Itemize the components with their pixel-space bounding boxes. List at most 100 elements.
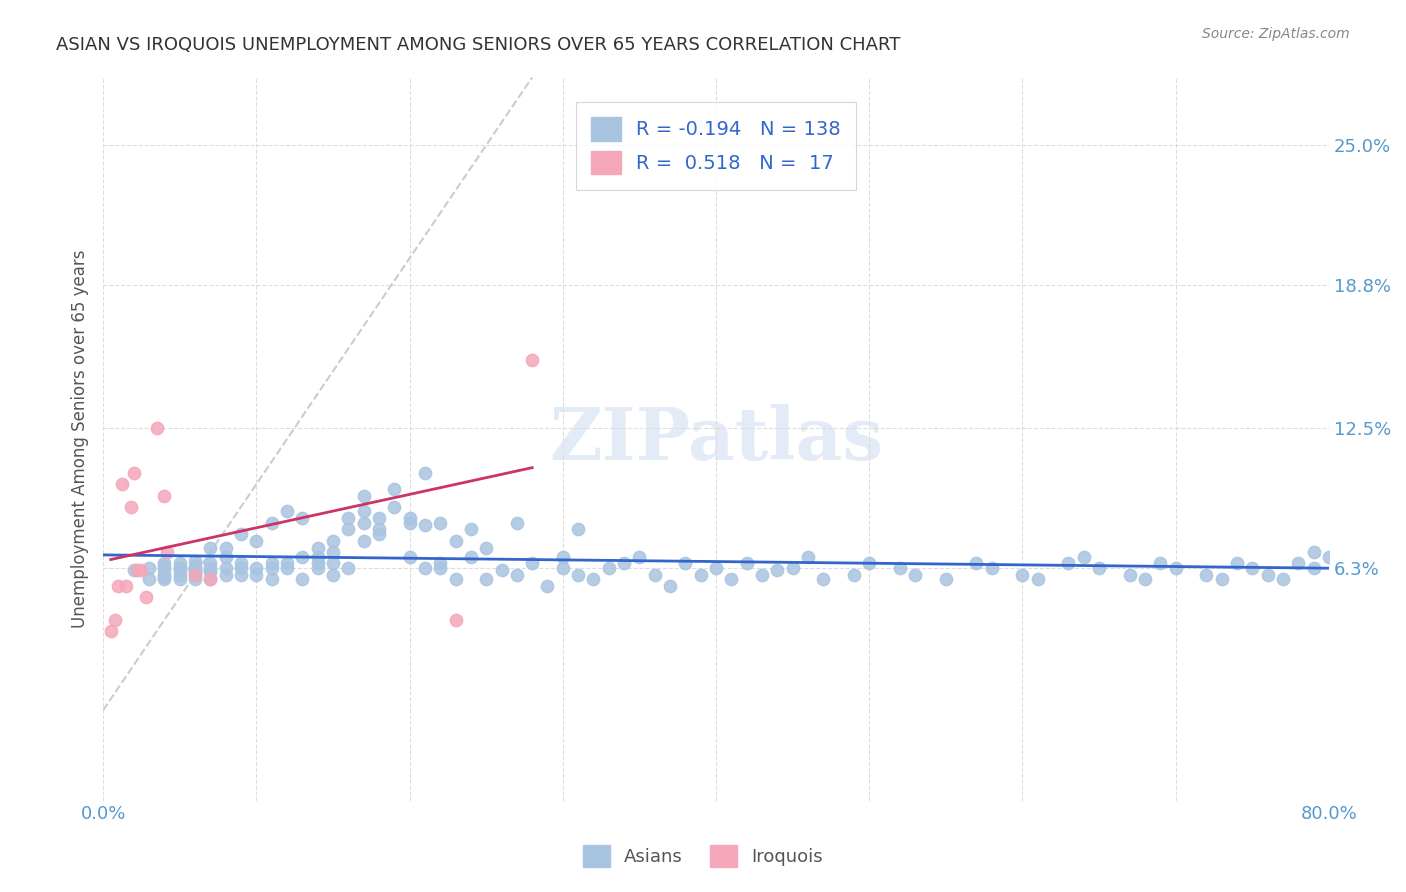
Point <box>276 557 298 571</box>
Point <box>551 549 574 564</box>
Point <box>200 566 222 580</box>
Point <box>1302 561 1324 575</box>
Point <box>720 572 742 586</box>
Point <box>644 567 666 582</box>
Point <box>145 421 167 435</box>
Point <box>551 561 574 575</box>
Point <box>413 466 436 480</box>
Point <box>673 557 696 571</box>
Point <box>520 353 543 368</box>
Point <box>1164 561 1187 575</box>
Point <box>751 567 773 582</box>
Point <box>200 563 222 577</box>
Point <box>245 567 267 582</box>
Point <box>429 557 451 571</box>
Point <box>229 557 252 571</box>
Point <box>613 557 636 571</box>
Point <box>382 482 405 496</box>
Point <box>110 477 132 491</box>
Point <box>413 561 436 575</box>
Point <box>200 561 222 575</box>
Point <box>169 561 191 575</box>
Point <box>429 561 451 575</box>
Point <box>184 563 207 577</box>
Point <box>184 566 207 580</box>
Point <box>398 516 420 530</box>
Point <box>598 561 620 575</box>
Point <box>353 516 375 530</box>
Point <box>200 541 222 555</box>
Point <box>536 579 558 593</box>
Point <box>245 533 267 548</box>
Point <box>382 500 405 514</box>
Point <box>368 523 391 537</box>
Point <box>1241 561 1264 575</box>
Point <box>337 523 360 537</box>
Point <box>659 579 682 593</box>
Point <box>689 567 711 582</box>
Point <box>582 572 605 586</box>
Point <box>1057 557 1080 571</box>
Point <box>307 541 329 555</box>
Point <box>858 557 880 571</box>
Point <box>368 511 391 525</box>
Point <box>184 561 207 575</box>
Point <box>156 545 179 559</box>
Point <box>353 489 375 503</box>
Point <box>153 572 176 586</box>
Y-axis label: Unemployment Among Seniors over 65 years: Unemployment Among Seniors over 65 years <box>72 250 89 628</box>
Point <box>1149 557 1171 571</box>
Point <box>276 504 298 518</box>
Point <box>153 557 176 571</box>
Point <box>889 561 911 575</box>
Point <box>353 504 375 518</box>
Point <box>337 511 360 525</box>
Text: Source: ZipAtlas.com: Source: ZipAtlas.com <box>1202 27 1350 41</box>
Point <box>169 557 191 571</box>
Point <box>104 613 127 627</box>
Point <box>444 613 467 627</box>
Point <box>276 561 298 575</box>
Point <box>184 572 207 586</box>
Point <box>475 541 498 555</box>
Point <box>460 523 482 537</box>
Point <box>291 572 314 586</box>
Point <box>169 572 191 586</box>
Point <box>475 572 498 586</box>
Point <box>1118 567 1140 582</box>
Point <box>184 567 207 582</box>
Point <box>138 572 160 586</box>
Point <box>904 567 927 582</box>
Text: ZIPatlas: ZIPatlas <box>548 403 883 475</box>
Point <box>122 563 145 577</box>
Point <box>1286 557 1309 571</box>
Point <box>628 549 651 564</box>
Legend: R = -0.194   N = 138, R =  0.518   N =  17: R = -0.194 N = 138, R = 0.518 N = 17 <box>576 102 856 190</box>
Point <box>567 523 589 537</box>
Point <box>115 579 138 593</box>
Point <box>506 567 529 582</box>
Point <box>215 561 238 575</box>
Point <box>353 533 375 548</box>
Point <box>368 527 391 541</box>
Point <box>169 561 191 575</box>
Point <box>153 570 176 584</box>
Point <box>935 572 957 586</box>
Point <box>107 579 129 593</box>
Point <box>120 500 142 514</box>
Point <box>322 545 344 559</box>
Point <box>704 561 727 575</box>
Point <box>153 489 176 503</box>
Point <box>506 516 529 530</box>
Point <box>322 567 344 582</box>
Point <box>307 557 329 571</box>
Point <box>1011 567 1033 582</box>
Point <box>1226 557 1249 571</box>
Point <box>337 561 360 575</box>
Point <box>429 516 451 530</box>
Point <box>229 561 252 575</box>
Point <box>491 563 513 577</box>
Point <box>1302 545 1324 559</box>
Point <box>307 561 329 575</box>
Point <box>131 563 153 577</box>
